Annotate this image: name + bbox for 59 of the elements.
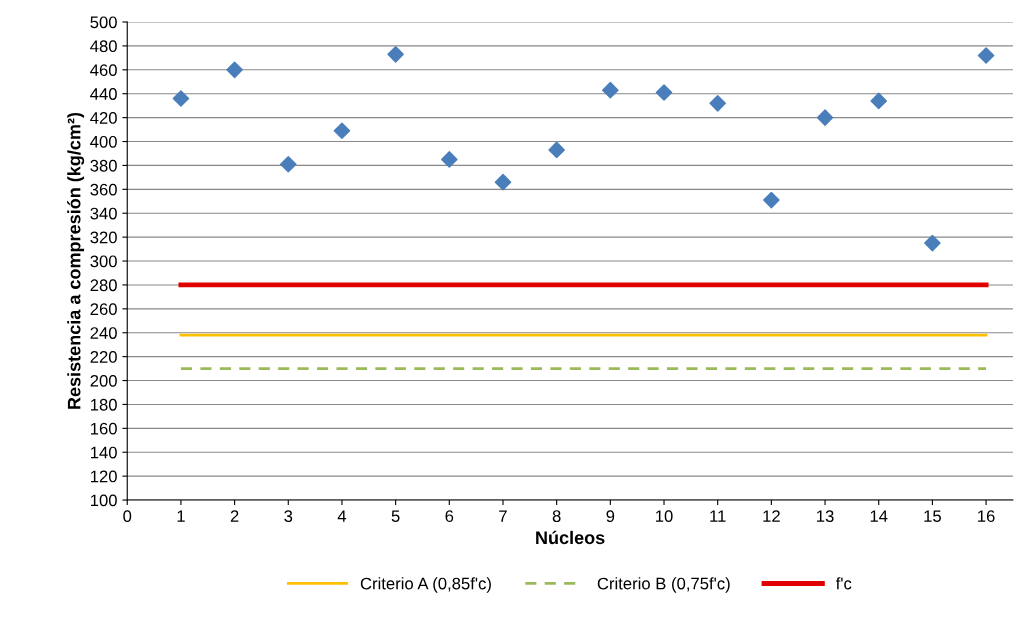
point [977, 47, 995, 64]
point [816, 109, 834, 126]
x-tick-label: 10 [656, 510, 673, 523]
x-tick-label: 8 [552, 510, 561, 523]
x-tick-label: 15 [924, 510, 941, 523]
x-tick-label: 1 [177, 510, 185, 522]
y-tick-label: 220 [90, 351, 117, 363]
x-tick-label: 0 [123, 510, 132, 523]
point [870, 92, 888, 110]
y-tick-label: 340 [90, 207, 117, 220]
point [172, 90, 190, 107]
x-tick-label: 6 [445, 510, 454, 523]
point [655, 84, 673, 101]
y-tick-label: 280 [90, 279, 117, 292]
x-tick-label: 16 [978, 510, 995, 523]
y-tick-label: 460 [90, 64, 117, 77]
y-tick-label: 100 [90, 494, 117, 507]
x-tick-label: 13 [817, 510, 834, 523]
y-tick-label: 120 [90, 470, 117, 483]
y-tick-label: 180 [90, 398, 117, 411]
x-tick-label: 9 [606, 510, 615, 523]
x-tick-label: 5 [391, 510, 400, 523]
y-tick-label: 400 [90, 135, 117, 148]
y-tick-label: 240 [90, 327, 117, 339]
y-tick-label: 140 [90, 446, 117, 459]
y-axis-title: Resistencia a compresión (kg/cm²) [67, 112, 85, 409]
point [709, 94, 726, 112]
y-tick-label: 380 [90, 159, 117, 172]
y-tick-label: 500 [90, 16, 117, 29]
point [924, 234, 941, 252]
x-tick-label: 12 [763, 510, 780, 522]
point [226, 61, 243, 79]
point [494, 173, 512, 191]
x-tick-label: 4 [337, 510, 347, 522]
y-tick-label: 360 [90, 183, 117, 196]
x-tick-label: 7 [499, 510, 507, 522]
y-tick-label: 260 [90, 303, 117, 316]
y-tick-label: 160 [90, 422, 117, 435]
y-tick-label: 480 [90, 40, 117, 53]
x-tick-label: 14 [870, 510, 888, 522]
x-tick-label: 11 [710, 510, 726, 522]
x-tick-label: 3 [284, 510, 293, 523]
point [763, 191, 780, 209]
point [441, 151, 458, 168]
point [333, 122, 351, 140]
legend-label: Criterio B (0,75f'c) [597, 577, 730, 593]
point [387, 45, 404, 63]
y-tick-label: 420 [90, 112, 117, 124]
point [279, 155, 297, 173]
y-tick-label: 200 [90, 374, 117, 387]
y-tick-label: 440 [90, 88, 117, 100]
point [548, 141, 565, 159]
legend-label: f'c [835, 577, 852, 590]
legend-label: Criterio A (0,85f'c) [360, 577, 491, 593]
x-tick-label: 2 [230, 510, 239, 522]
x-axis-title: Núcleos [536, 530, 605, 545]
point [602, 81, 619, 99]
y-tick-label: 300 [90, 255, 117, 268]
y-tick-label: 320 [90, 231, 117, 244]
